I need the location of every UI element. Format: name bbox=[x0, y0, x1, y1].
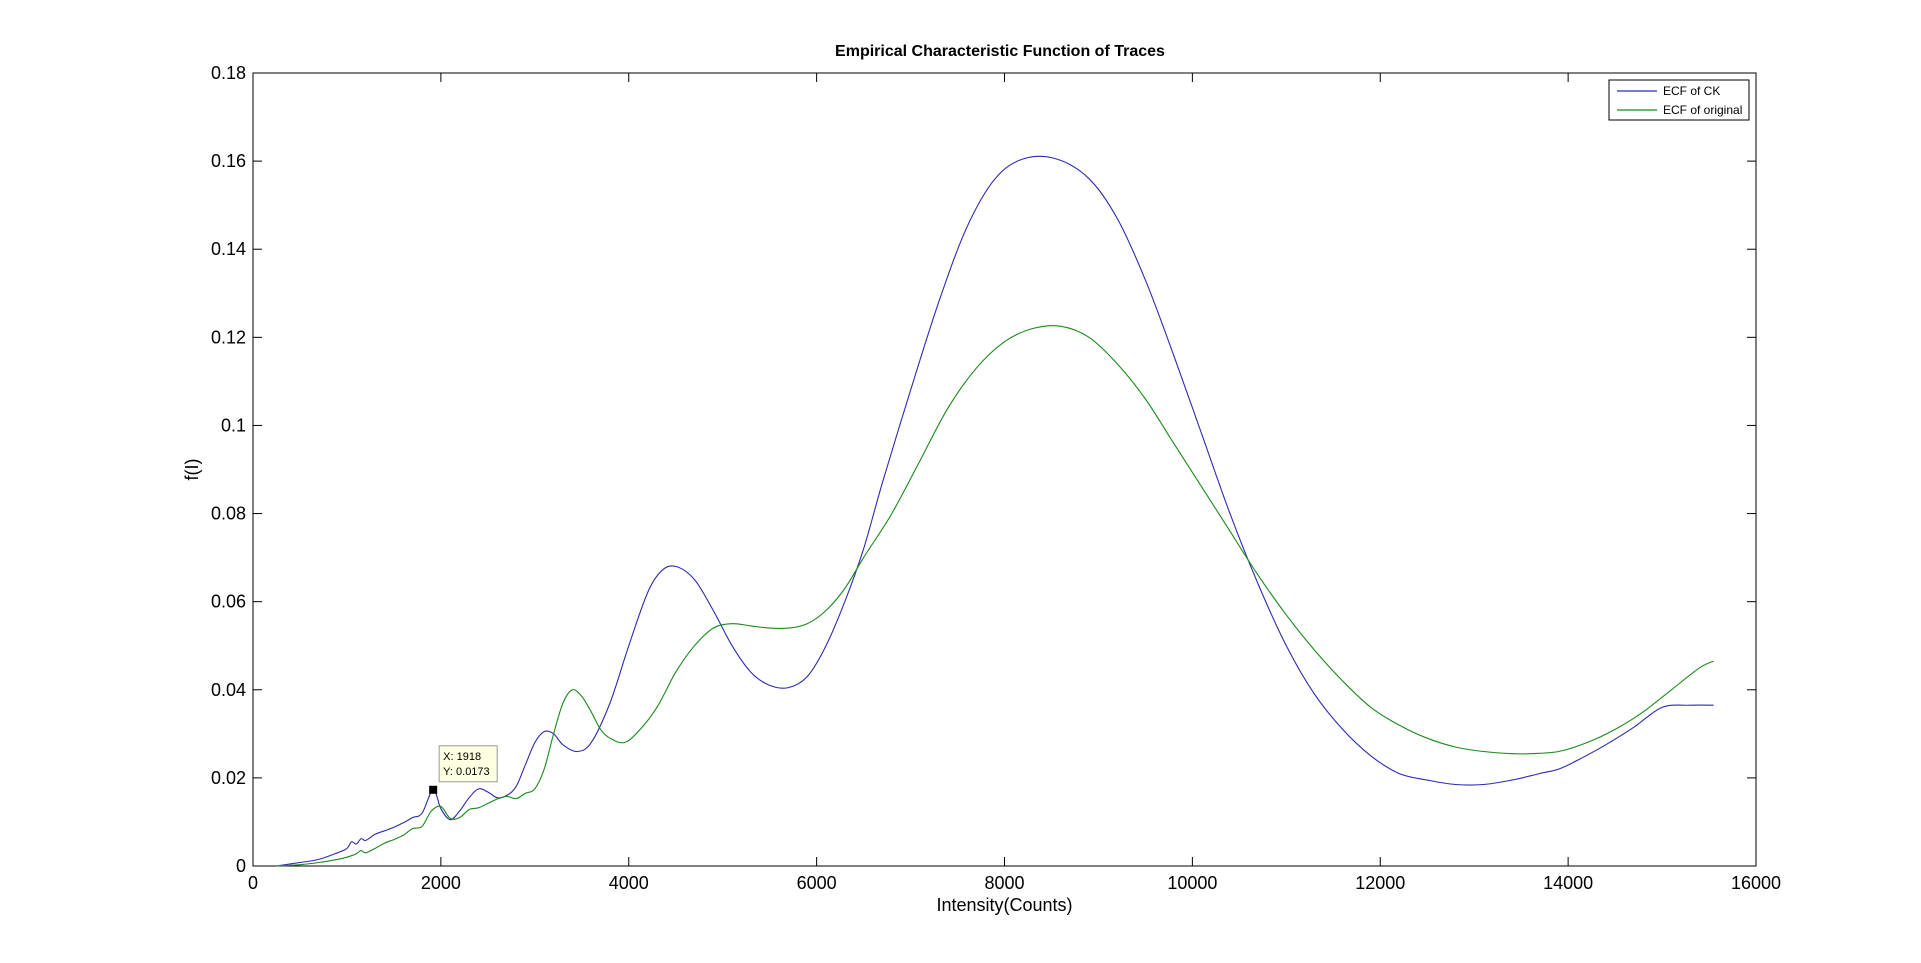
x-axis-label: Intensity(Counts) bbox=[936, 895, 1072, 915]
x-tick-label: 12000 bbox=[1355, 873, 1405, 893]
series-layer bbox=[276, 155, 1714, 867]
y-tick-label: 0.18 bbox=[211, 63, 246, 83]
x-tick-label: 10000 bbox=[1167, 873, 1217, 893]
axes-box bbox=[252, 72, 1757, 867]
legend-box bbox=[1608, 79, 1750, 121]
plot-area bbox=[252, 72, 1757, 867]
x-tick-label: 16000 bbox=[1731, 873, 1781, 893]
y-axis-label: f(I) bbox=[182, 459, 202, 481]
x-tick-label: 0 bbox=[248, 873, 258, 893]
datatip-marker bbox=[429, 785, 438, 794]
y-tick-label: 0.04 bbox=[211, 680, 246, 700]
x-tick-label: 8000 bbox=[984, 873, 1024, 893]
y-tick-label: 0.14 bbox=[211, 239, 246, 259]
datatip-y-text: Y: 0.0173 bbox=[443, 766, 490, 778]
chart-title: Empirical Characteristic Function of Tra… bbox=[835, 43, 1165, 60]
y-tick-label: 0.02 bbox=[211, 768, 246, 788]
legend-entry-0: ECF of CK bbox=[1663, 84, 1720, 98]
y-tick-label: 0.08 bbox=[211, 504, 246, 524]
x-axis: 0 2000 4000 6000 8000 10000 12000 14000 16000 bbox=[248, 73, 1781, 893]
y-tick-label: 0.16 bbox=[211, 151, 246, 171]
y-axis: 0 0.02 0.04 0.06 0.08 0.1 0.12 0.14 0.16 0.18 bbox=[211, 63, 1756, 876]
legend[interactable]: ECF of CK ECF of original bbox=[1608, 79, 1750, 121]
legend-entry-1: ECF of original bbox=[1663, 103, 1742, 117]
series-line-1 bbox=[276, 325, 1714, 867]
datatip-box bbox=[438, 745, 498, 783]
x-tick-label: 2000 bbox=[421, 873, 461, 893]
x-tick-label: 14000 bbox=[1543, 873, 1593, 893]
x-tick-label: 4000 bbox=[609, 873, 649, 893]
series-line-0 bbox=[276, 155, 1714, 867]
y-tick-label: 0.12 bbox=[211, 327, 246, 347]
y-tick-label: 0.06 bbox=[211, 592, 246, 612]
datatip-x-text: X: 1918 bbox=[443, 751, 481, 763]
x-tick-label: 6000 bbox=[797, 873, 837, 893]
datatip[interactable]: X: 1918 Y: 0.0173 bbox=[429, 745, 498, 794]
y-tick-label: 0.1 bbox=[221, 415, 246, 435]
y-tick-label: 0 bbox=[236, 856, 246, 876]
